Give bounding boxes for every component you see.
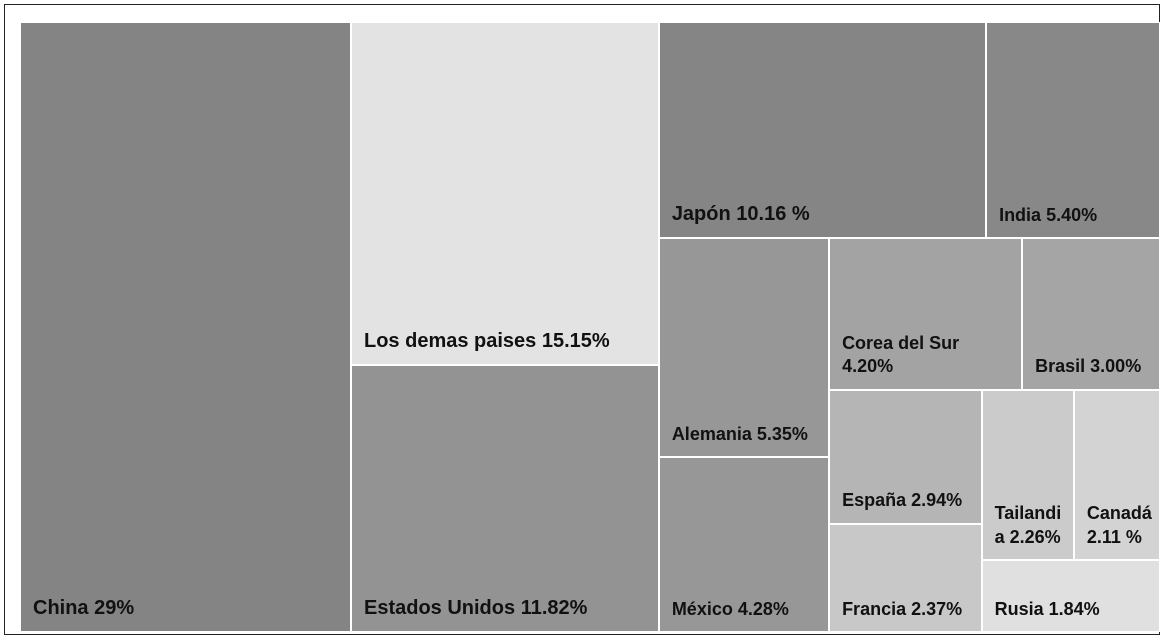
treemap-cell: Los demas paises 15.15% [350,22,659,365]
value-label: 15.15% [541,329,610,352]
category-name: Corea del Sur [842,332,960,353]
category-name: Francia [842,598,907,619]
value-label: 4.28% [737,598,789,619]
treemap: China 29% Los demas paises 15.15% Estados … [20,22,1160,632]
category-name: China [33,597,89,619]
cell-label: China 29% [33,595,344,621]
value-label: 4.20% [842,356,894,377]
cell-label: India 5.40% [999,204,1153,227]
cell-label: Canadá 2.11 % [1087,502,1153,549]
treemap-cell: Alemania 5.35% [658,238,830,457]
cell-label: Brasil 3.00% [1035,355,1153,378]
cell-label: Japón 10.16 % [672,201,979,227]
treemap-cell: China 29% [20,22,351,632]
treemap-cell: Japón 10.16 % [658,22,987,239]
category-name: Alemania [671,423,752,444]
cell-label: Corea del Sur 4.20% [842,332,1015,379]
value-label: 2.11 % [1086,526,1142,547]
treemap-cell: España 2.94% [829,389,982,524]
cell-label: Francia 2.37% [842,598,975,621]
cell-label: Estados Unidos 11.82% [364,595,652,621]
cell-label: México 4.28% [672,598,822,621]
category-name: Brasil [1035,356,1086,377]
value-label: 5.40% [1046,204,1098,225]
value-label: 5.35% [756,423,808,444]
category-name: Estados Unidos [363,596,516,619]
cell-label: Los demas paises 15.15% [364,328,652,354]
value-label: 2.94% [911,490,963,511]
category-name: Japón [671,203,731,226]
cell-label: España 2.94% [842,489,975,512]
cell-label: Tailandia 2.26% [995,502,1067,549]
treemap-cell: Estados Unidos 11.82% [350,364,659,632]
value-label: 3.00% [1090,356,1142,377]
category-name: Tailandia [994,503,1062,547]
treemap-cell: Rusia 1.84% [981,560,1160,632]
value-label: 2.26% [1009,526,1061,547]
cell-label: Alemania 5.35% [672,423,822,446]
cell-label: Rusia 1.84% [995,598,1153,621]
treemap-cell: Corea del Sur 4.20% [829,238,1023,390]
treemap-cell: Francia 2.37% [829,523,982,632]
value-label: 29% [94,597,135,619]
category-name: Los demas paises [363,329,537,352]
treemap-cell: India 5.40% [986,22,1160,239]
treemap-cell: México 4.28% [658,456,830,632]
category-name: México [671,598,733,619]
value-label: 1.84% [1048,598,1100,619]
category-name: Rusia [994,598,1044,619]
treemap-cell: Brasil 3.00% [1022,238,1160,390]
category-name: Canadá [1086,503,1152,524]
treemap-cell: Tailandia 2.26% [981,389,1074,561]
category-name: India [999,204,1042,225]
value-label: 11.82% [520,596,588,619]
value-label: 10.16 % [736,203,810,226]
value-label: 2.37% [911,598,963,619]
category-name: España [842,490,907,511]
treemap-cell: Canadá 2.11 % [1073,389,1160,561]
